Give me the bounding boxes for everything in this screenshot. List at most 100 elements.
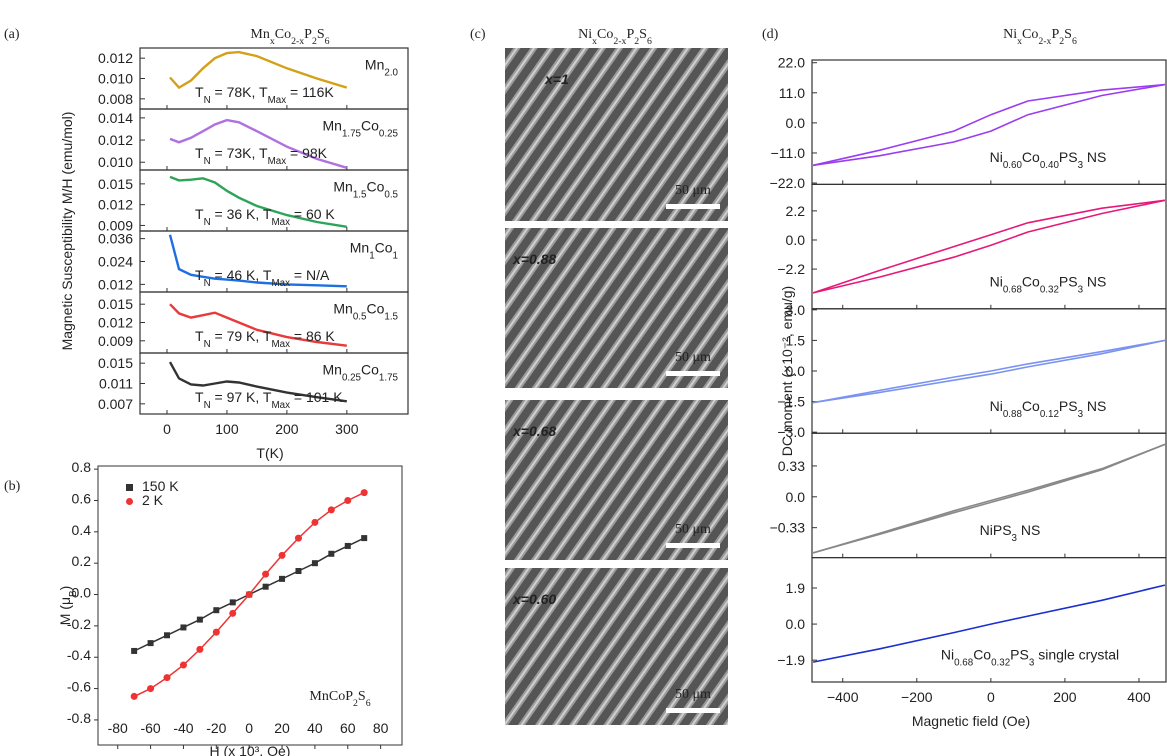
series-label: Ni0.68Co0.32PS3 NS <box>990 273 1107 295</box>
panel-label: (d) <box>762 27 779 42</box>
text-segment: Mn <box>250 27 269 42</box>
text-segment: Co <box>366 178 384 194</box>
x-tick-label: 100 <box>215 421 239 437</box>
text-segment: N <box>204 338 211 349</box>
marker <box>131 648 137 654</box>
text-segment: ) <box>57 586 73 591</box>
y-tick-label: −1.9 <box>777 652 805 668</box>
x-tick-label: 200 <box>1053 689 1077 705</box>
series-label: NiPS3 NS <box>980 522 1041 544</box>
text-segment: = 78K, T <box>211 84 268 100</box>
text-segment: NS <box>1083 149 1106 165</box>
scale-bar <box>666 543 720 548</box>
annotation: TN = 36 K, TMax = 60 K <box>195 206 335 228</box>
text-segment: Max <box>268 94 287 105</box>
series-label: Mn1Co1 <box>350 239 398 261</box>
y-tick-label: 0.0 <box>786 115 806 131</box>
text-segment: 6 <box>1072 36 1077 47</box>
data-line <box>813 340 1165 402</box>
text-segment: S <box>639 27 647 42</box>
panel-label: (c) <box>470 27 486 42</box>
text-segment: S <box>1064 27 1072 42</box>
scale-bar-label: 50 μm <box>675 522 711 537</box>
x-tick-label: 0 <box>245 720 253 736</box>
x-tick-label: -60 <box>140 720 160 736</box>
marker <box>295 535 302 542</box>
y-tick-label: 0.012 <box>98 197 133 213</box>
scale-bar <box>666 204 720 209</box>
legend-swatch <box>126 498 133 505</box>
text-segment: Co <box>366 300 384 316</box>
y-axis-label: DC moment (×10⁻², emu/g) <box>779 286 795 456</box>
text-segment: NS <box>1017 522 1040 538</box>
y-tick-label: 0.009 <box>98 333 133 349</box>
data-line <box>170 52 347 88</box>
y-tick-label: −0.33 <box>770 520 806 536</box>
marker <box>197 617 203 623</box>
text-segment: 6 <box>647 36 652 47</box>
text-segment: M (μ <box>57 597 73 625</box>
marker <box>164 632 170 638</box>
annotation: TN = 78K, TMax = 116K <box>195 84 334 106</box>
figure: (a)MnxCo2-xP2S60.0120.0100.008Mn2.0TN = … <box>0 0 1167 756</box>
text-segment: 0.68 <box>954 657 974 668</box>
scale-bar-label: 50 μm <box>675 687 711 702</box>
annotation: MnCoP2S6 <box>309 689 370 709</box>
text-segment: 0.25 <box>342 372 362 383</box>
y-tick-label: 0.011 <box>99 376 133 392</box>
marker <box>196 646 203 653</box>
x-tick-label: 80 <box>373 720 389 736</box>
text-segment: N <box>204 155 211 166</box>
annotation: TN = 73K, TMax = 98K <box>195 145 328 167</box>
y-tick-label: 0.007 <box>98 396 133 412</box>
y-tick-label: 0.012 <box>98 315 133 331</box>
y-tick-label: 0.0 <box>786 489 806 505</box>
series-label: Ni0.88Co0.12PS3 NS <box>990 398 1107 420</box>
y-tick-label: 0.012 <box>98 276 133 292</box>
plot-frame <box>812 60 1166 184</box>
scale-bar-label: 50 μm <box>675 350 711 365</box>
text-segment: Co <box>1022 149 1040 165</box>
marker <box>213 607 219 613</box>
text-segment: 1.75 <box>342 128 362 139</box>
marker <box>229 610 236 617</box>
text-segment: 0.40 <box>1040 160 1060 171</box>
y-tick-label: 0.2 <box>72 553 92 569</box>
scale-bar <box>666 371 720 376</box>
y-tick-label: 0.6 <box>72 490 92 506</box>
y-axis-label: Magnetic Susceptibility M/H (emu/mol) <box>59 112 75 351</box>
marker <box>361 489 368 496</box>
y-tick-label: 0.012 <box>98 132 133 148</box>
text-segment: 2-x <box>291 36 304 47</box>
text-segment: 0.5 <box>353 311 367 322</box>
text-segment: 2-x <box>613 36 626 47</box>
text-segment: N <box>204 399 211 410</box>
text-segment: = 79 K, T <box>211 328 272 344</box>
text-segment: 1.5 <box>384 311 398 322</box>
text-segment: 0.25 <box>379 128 399 139</box>
annotation: TN = 79 K, TMax = 86 K <box>195 328 335 350</box>
marker <box>328 506 335 513</box>
text-segment: = 46 K, T <box>211 267 272 283</box>
text-segment: 2.0 <box>384 67 398 78</box>
text-segment: Co <box>361 361 379 377</box>
x-tick-label: 0 <box>163 421 171 437</box>
text-segment: = 98K <box>286 145 328 161</box>
text-segment: N <box>204 277 211 288</box>
marker <box>147 685 154 692</box>
marker <box>164 674 171 681</box>
marker <box>148 640 154 646</box>
series-label: Mn0.25Co1.75 <box>322 361 398 383</box>
y-tick-label: −22.0 <box>770 175 806 191</box>
x-axis-label: Magnetic field (Oe) <box>912 713 1030 729</box>
marker <box>345 543 351 549</box>
y-tick-label: 22.0 <box>778 55 805 71</box>
y-tick-label: 0.015 <box>98 355 133 371</box>
series-label: Mn1.5Co0.5 <box>333 178 398 200</box>
text-segment: = N/A <box>290 267 330 283</box>
panel-title: NixCo2-xP2S6 <box>1003 27 1077 47</box>
y-tick-label: 0.012 <box>98 50 133 66</box>
text-segment: Ni <box>1003 27 1017 42</box>
y-tick-label: 11.0 <box>779 85 805 101</box>
y-tick-label: 0.0 <box>786 616 806 632</box>
